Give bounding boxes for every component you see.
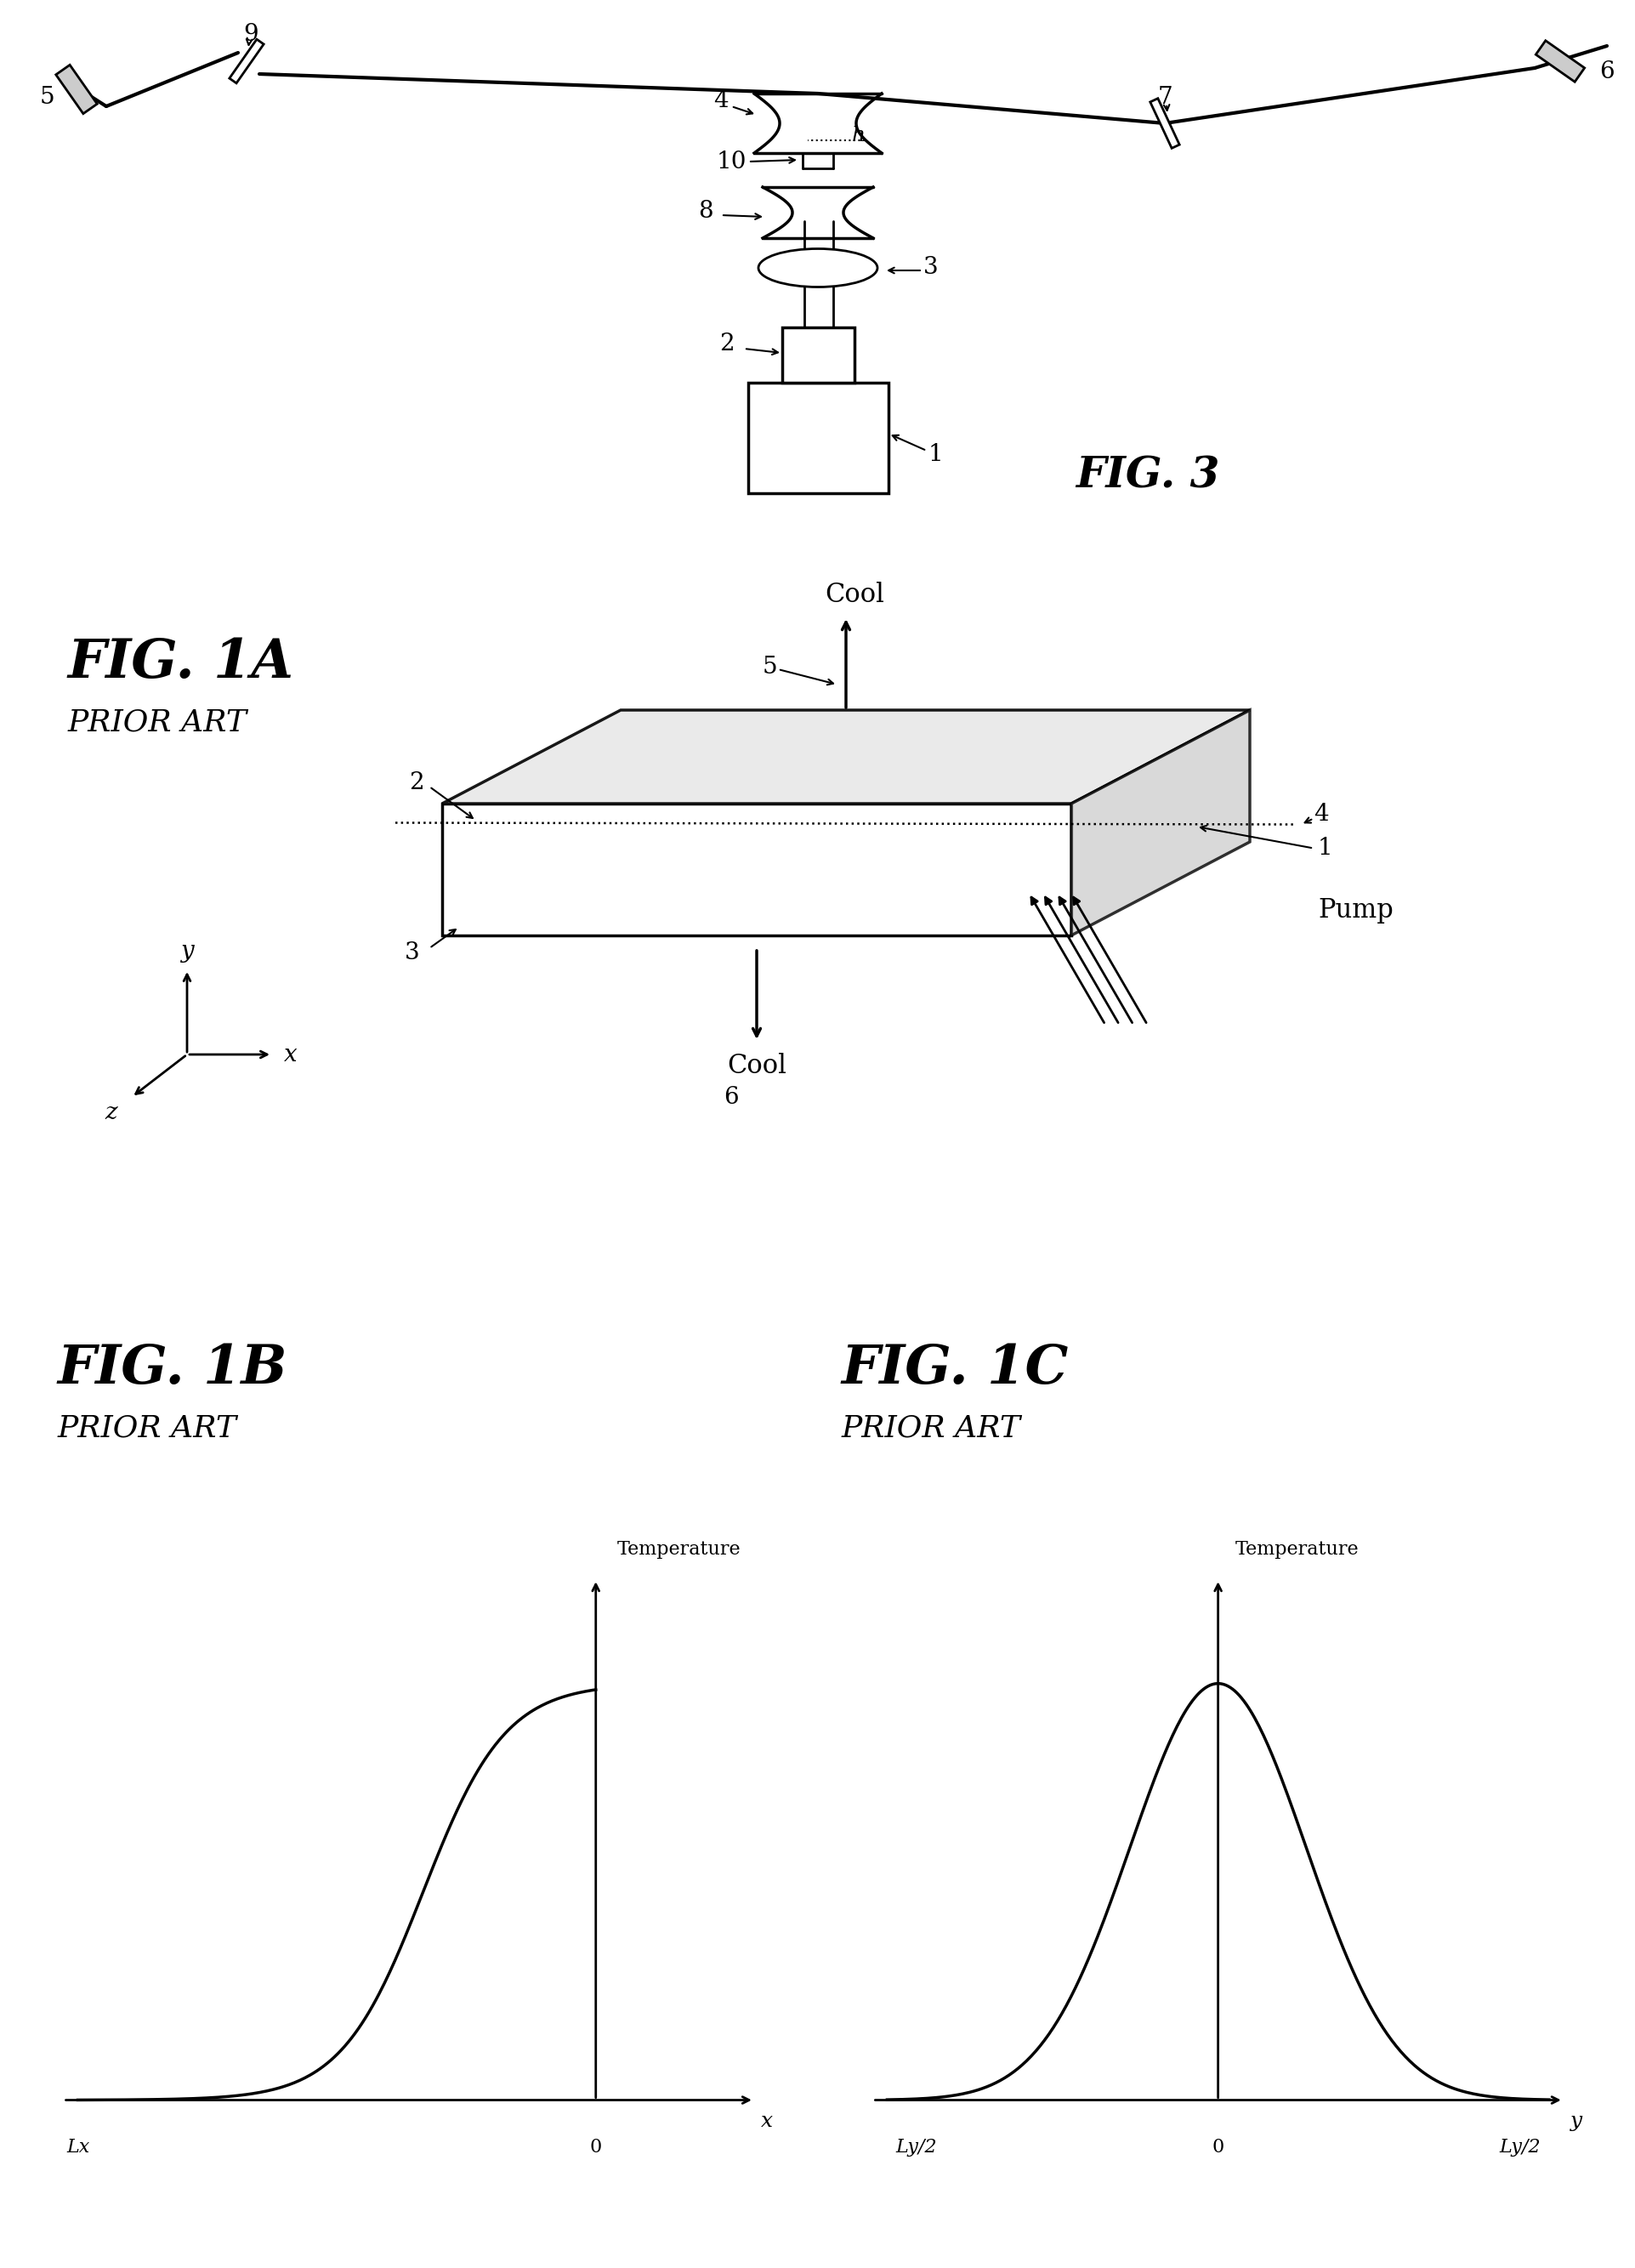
Polygon shape [1149,98,1179,147]
Text: Temperature: Temperature [1236,1540,1359,1558]
Text: 3: 3 [924,256,938,279]
Text: Cool: Cool [824,583,885,608]
Text: x: x [284,1043,298,1066]
Polygon shape [441,803,1071,934]
Polygon shape [56,66,96,113]
Text: PRIOR ART: PRIOR ART [69,708,247,737]
Polygon shape [1071,710,1249,934]
Text: 6: 6 [724,1086,739,1109]
Polygon shape [441,710,1249,803]
Text: 1: 1 [1318,837,1333,860]
Text: 5: 5 [762,655,777,678]
Text: Ly/2: Ly/2 [1499,2136,1540,2157]
Text: 4: 4 [1313,803,1329,826]
Polygon shape [1535,41,1584,82]
Bar [749,383,888,492]
Text: 8: 8 [698,200,713,222]
Polygon shape [229,39,263,84]
Text: z: z [105,1100,118,1125]
Text: FIG. 1C: FIG. 1C [842,1343,1069,1395]
Text: Ly/2: Ly/2 [896,2136,937,2157]
Text: h: h [852,127,865,145]
Text: FIG. 3: FIG. 3 [1076,456,1220,497]
Text: y: y [180,939,193,962]
Text: 5: 5 [39,86,54,109]
Text: 0: 0 [590,2136,602,2157]
Text: 9: 9 [244,23,258,45]
Text: 2: 2 [409,771,423,794]
Text: PRIOR ART: PRIOR ART [57,1415,237,1442]
Text: Temperature: Temperature [618,1540,741,1558]
Text: 4: 4 [713,88,729,111]
Text: y: y [1571,2112,1583,2130]
Text: FIG. 1B: FIG. 1B [57,1343,288,1395]
Text: Pump: Pump [1318,896,1393,923]
Text: Cool: Cool [728,1052,786,1080]
Text: 7: 7 [1158,86,1172,109]
Text: 2: 2 [719,333,734,356]
Text: 3: 3 [405,941,420,964]
Text: PRIOR ART: PRIOR ART [842,1415,1022,1442]
Text: x: x [762,2112,773,2130]
Text: 0: 0 [1212,2136,1225,2157]
Text: 6: 6 [1599,61,1614,84]
Text: 1: 1 [927,445,943,467]
Text: Lx: Lx [67,2136,90,2157]
Text: FIG. 1A: FIG. 1A [69,637,294,689]
Bar [782,327,855,383]
Ellipse shape [759,249,878,288]
Text: 10: 10 [716,150,746,172]
